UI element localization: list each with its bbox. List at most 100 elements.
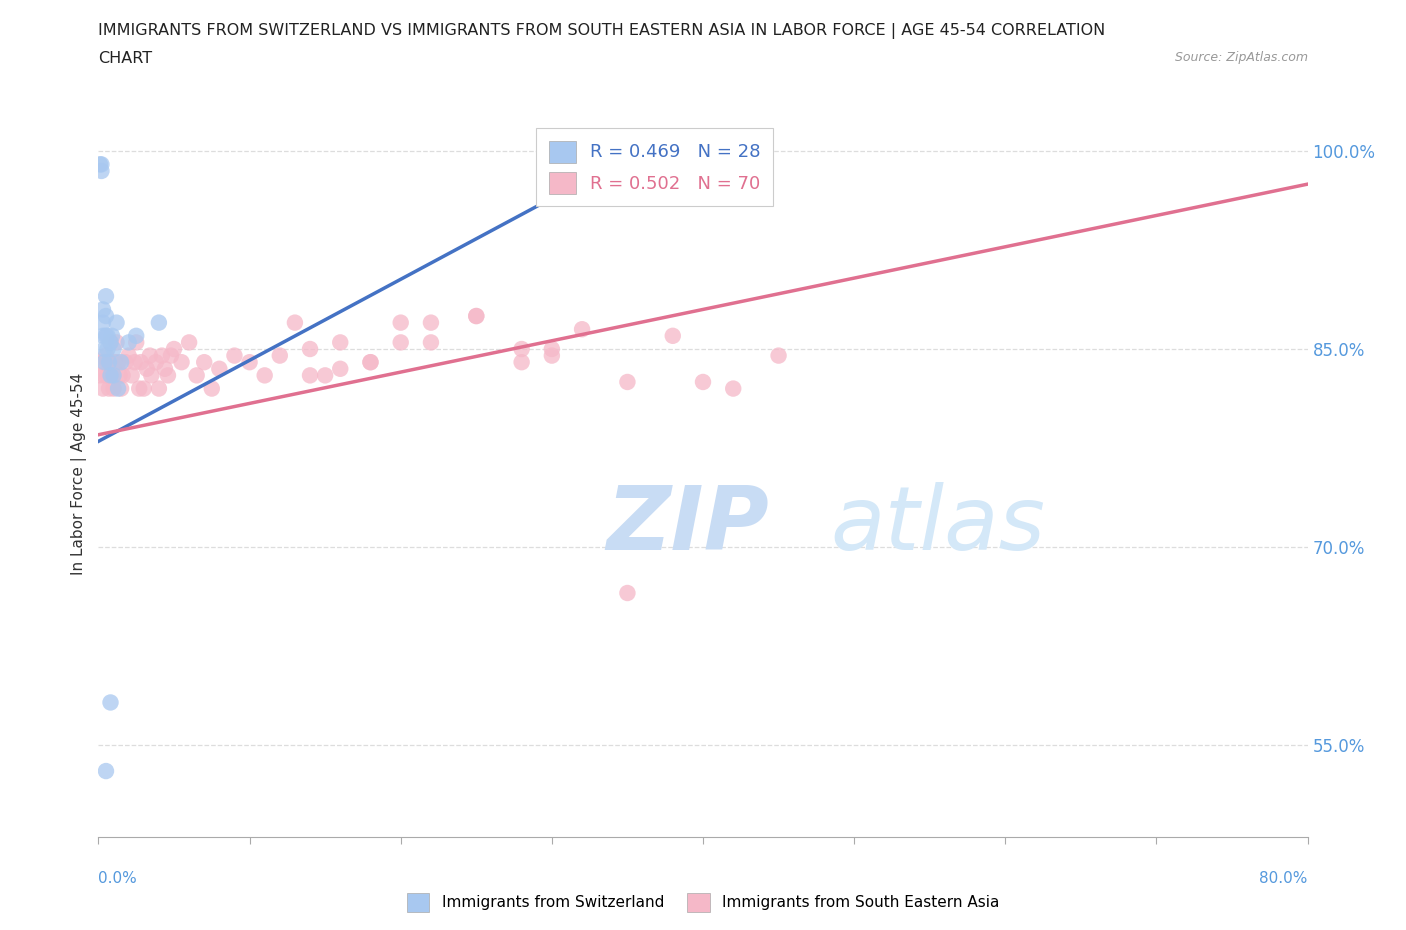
Point — [571, 322, 593, 337]
Point — [107, 354, 129, 369]
Point — [269, 348, 291, 363]
Point — [108, 368, 131, 383]
Point — [284, 315, 307, 330]
Text: 0.0%: 0.0% — [98, 871, 138, 886]
Point — [90, 354, 112, 369]
Point — [104, 354, 127, 369]
Point — [100, 335, 122, 350]
Point — [89, 157, 111, 172]
Point — [299, 341, 322, 356]
Text: CHART: CHART — [98, 51, 152, 66]
Point — [114, 354, 136, 369]
Point — [208, 362, 231, 377]
Point — [96, 368, 118, 383]
Point — [148, 381, 170, 396]
Point — [360, 354, 382, 369]
Point — [616, 586, 638, 601]
Y-axis label: In Labor Force | Age 45-54: In Labor Force | Age 45-54 — [72, 373, 87, 576]
Point — [91, 315, 114, 330]
Point — [201, 381, 224, 396]
Point — [186, 368, 208, 383]
Point — [110, 381, 132, 396]
Point — [145, 354, 167, 369]
Point — [540, 348, 562, 363]
Point — [329, 335, 352, 350]
Point — [103, 368, 125, 383]
Point — [100, 368, 122, 383]
Point — [103, 341, 125, 356]
Point — [314, 368, 336, 383]
Point — [105, 335, 128, 350]
Point — [153, 362, 176, 377]
Point — [510, 354, 533, 369]
Text: Source: ZipAtlas.com: Source: ZipAtlas.com — [1174, 51, 1308, 64]
Point — [96, 341, 118, 356]
Point — [132, 381, 155, 396]
Point — [90, 157, 112, 172]
Point — [89, 368, 111, 383]
Point — [616, 157, 638, 172]
Point — [465, 309, 488, 324]
Point — [141, 368, 163, 383]
Point — [723, 381, 745, 396]
Point — [148, 315, 170, 330]
Point — [105, 315, 128, 330]
Point — [692, 375, 714, 390]
Point — [98, 354, 121, 369]
Text: atlas: atlas — [830, 482, 1045, 568]
Point — [93, 341, 115, 356]
Point — [139, 348, 162, 363]
Point — [94, 764, 117, 778]
Point — [389, 315, 412, 330]
Point — [170, 354, 193, 369]
Point — [129, 354, 152, 369]
Point — [100, 335, 122, 350]
Point — [540, 341, 562, 356]
Point — [94, 309, 117, 324]
Point — [93, 368, 115, 383]
Point — [111, 368, 134, 383]
Point — [101, 328, 124, 343]
Point — [94, 289, 117, 304]
Point — [128, 381, 150, 396]
Point — [616, 375, 638, 390]
Point — [93, 354, 115, 369]
Point — [96, 328, 118, 343]
Point — [118, 335, 141, 350]
Text: 80.0%: 80.0% — [1260, 871, 1308, 886]
Point — [110, 354, 132, 369]
Point — [510, 341, 533, 356]
Point — [125, 328, 148, 343]
Point — [91, 302, 114, 317]
Point — [150, 348, 173, 363]
Point — [420, 335, 443, 350]
Point — [224, 348, 246, 363]
Point — [118, 348, 141, 363]
Point — [253, 368, 276, 383]
Point — [156, 368, 179, 383]
Point — [96, 354, 118, 369]
Point — [94, 348, 117, 363]
Point — [91, 328, 114, 343]
Point — [661, 328, 683, 343]
Point — [100, 695, 122, 710]
Point — [103, 381, 125, 396]
Point — [239, 354, 262, 369]
Point — [768, 348, 790, 363]
Point — [98, 381, 121, 396]
Point — [179, 335, 201, 350]
Point — [329, 362, 352, 377]
Point — [101, 368, 124, 383]
Point — [91, 381, 114, 396]
Point — [124, 354, 146, 369]
Point — [121, 368, 143, 383]
Point — [299, 368, 322, 383]
Point — [125, 335, 148, 350]
Point — [163, 341, 186, 356]
Text: IMMIGRANTS FROM SWITZERLAND VS IMMIGRANTS FROM SOUTH EASTERN ASIA IN LABOR FORCE: IMMIGRANTS FROM SWITZERLAND VS IMMIGRANT… — [98, 23, 1105, 39]
Point — [107, 381, 129, 396]
Point — [90, 164, 112, 179]
Point — [193, 354, 215, 369]
Point — [389, 335, 412, 350]
Point — [465, 309, 488, 324]
